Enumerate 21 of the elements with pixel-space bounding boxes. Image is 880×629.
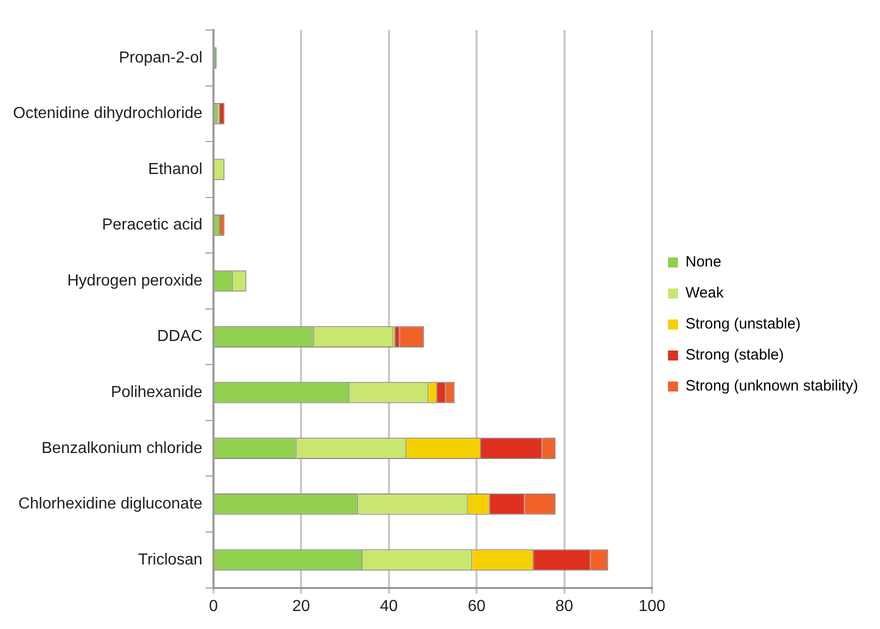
- y-tick-label: Hydrogen peroxide: [67, 272, 203, 290]
- legend-label: Weak: [686, 284, 724, 302]
- y-tick-label: Benzalkonium chloride: [41, 440, 203, 457]
- y-tick-label: Propan-2-ol: [118, 49, 202, 66]
- y-tick-label: Polihexanide: [110, 384, 203, 401]
- y-tick-label: Ethanol: [148, 160, 202, 178]
- y-tick-label: DDAC: [157, 328, 202, 346]
- y-tick-label: Triclosan: [138, 551, 202, 568]
- x-tick-label: 80: [555, 598, 574, 615]
- legend-label: None: [686, 254, 722, 271]
- x-tick-label: 40: [380, 598, 398, 615]
- x-tick-label: 100: [638, 598, 666, 615]
- legend-label: Strong (unknown stability): [686, 378, 858, 395]
- y-tick-label: Peracetic acid: [102, 216, 202, 234]
- x-tick-label: 0: [208, 598, 218, 615]
- x-tick-label: 20: [292, 598, 310, 615]
- y-tick-label: Octenidine dihydrochloride: [12, 105, 203, 122]
- legend-label: Strong (unstable): [686, 316, 801, 333]
- legend-label: Strong (stable): [686, 346, 784, 364]
- y-tick-label: Chlorhexidine digluconate: [18, 496, 203, 513]
- x-tick-label: 60: [468, 598, 486, 615]
